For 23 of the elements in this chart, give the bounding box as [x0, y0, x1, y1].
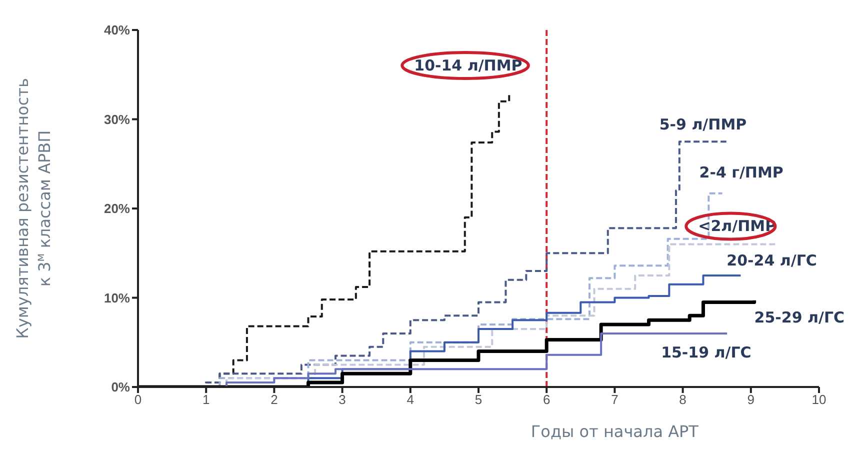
- x-axis-title: Годы от начала АРТ: [530, 422, 699, 441]
- x-tick-label: 0: [134, 392, 142, 408]
- x-tick-label: 9: [747, 392, 755, 408]
- series-label: 20-24 л/ГС: [726, 251, 817, 270]
- x-tick-label: 3: [338, 392, 346, 408]
- x-tick-label: 7: [611, 392, 618, 408]
- y-tick-label: 0%: [111, 380, 130, 395]
- y-tick-label: 40%: [104, 22, 130, 38]
- y-tick-label: 10%: [104, 290, 130, 306]
- x-tick-label: 6: [542, 392, 550, 408]
- series-label: 2-4 г/ПМР: [699, 163, 784, 182]
- series-label: 5-9 л/ПМР: [659, 116, 747, 134]
- series-label: 25-29 л/ГС: [754, 308, 845, 326]
- x-tick-label: 5: [474, 392, 482, 408]
- x-tick-label: 2: [270, 392, 278, 408]
- x-tick-label: 1: [202, 392, 210, 408]
- x-tick-label: 4: [406, 392, 414, 408]
- series-label: 10-14 л/ПМР: [414, 56, 522, 74]
- series-label: 15-19 л/ГС: [661, 343, 752, 362]
- y-tick-label: 30%: [104, 112, 130, 127]
- y-tick-label: 20%: [104, 201, 130, 216]
- x-tick-label: 10: [812, 392, 826, 408]
- x-tick-label: 8: [679, 392, 686, 408]
